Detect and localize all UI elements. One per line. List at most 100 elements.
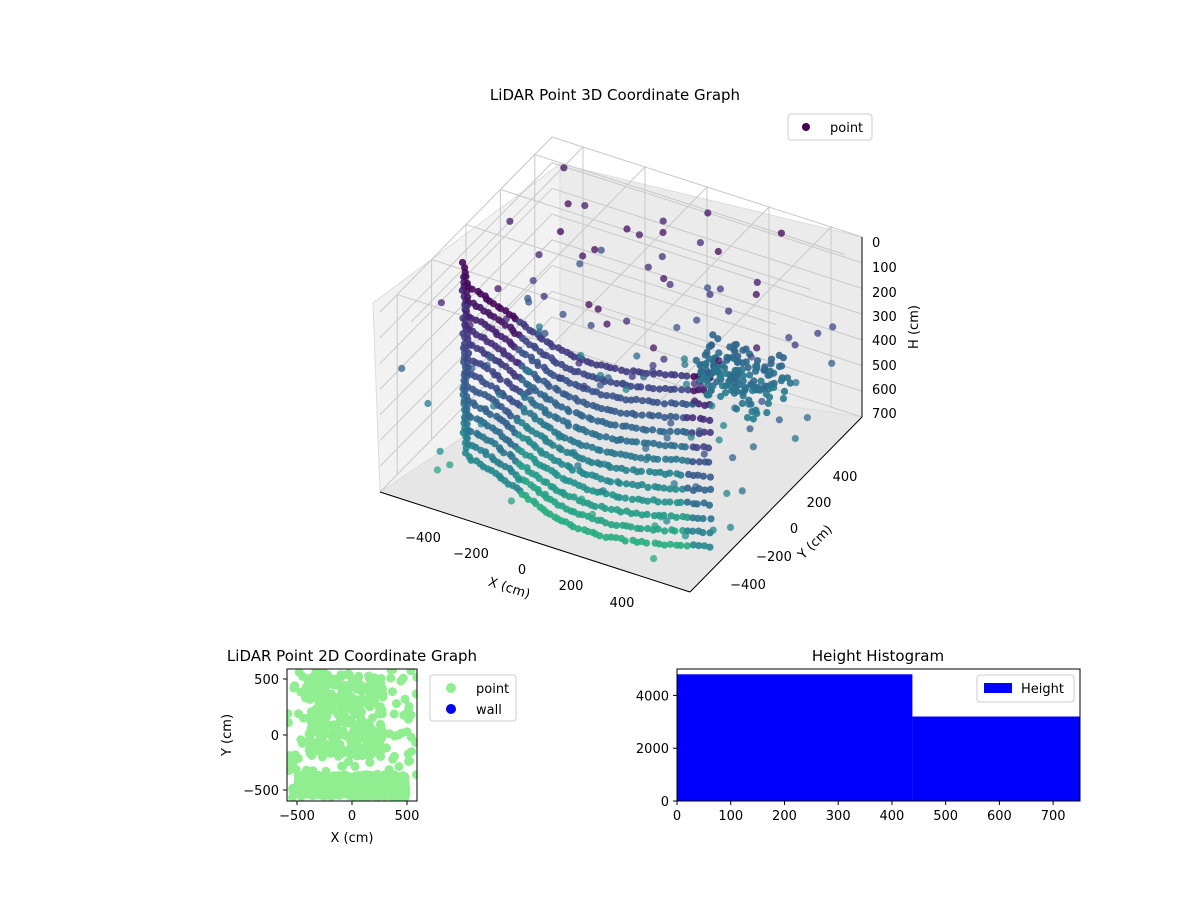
data-point-2d [398, 673, 408, 683]
data-point-2d [389, 751, 399, 761]
x-tick-label: 600 [987, 809, 1012, 824]
data-point-2d [405, 756, 414, 766]
data-point-3d [591, 246, 599, 254]
plot2d-xlabel: X (cm) [331, 831, 374, 846]
data-point-3d [694, 471, 702, 479]
data-point-2d [318, 752, 327, 762]
legend-label-wall: wall [476, 703, 502, 718]
data-point-3d [574, 525, 582, 533]
data-point-3d [606, 463, 615, 471]
data-point-3d [692, 483, 700, 491]
data-point-2d [344, 669, 354, 679]
data-point-3d [770, 369, 778, 377]
data-point-3d [655, 369, 664, 377]
data-point-3d [699, 415, 708, 423]
data-point-3d [554, 386, 562, 394]
data-point-3d [559, 310, 567, 318]
data-point-3d [780, 387, 789, 395]
data-point-3d [588, 510, 597, 518]
data-point-3d [660, 484, 668, 492]
data-point-3d [433, 466, 441, 474]
data-point-3d [631, 453, 639, 461]
data-point-3d [612, 464, 620, 472]
data-point-3d [682, 380, 691, 388]
data-point-3d [446, 461, 454, 469]
data-point-2d [287, 751, 295, 760]
data-point-2d [378, 784, 388, 794]
data-point-3d [436, 447, 444, 455]
data-point-3d [709, 331, 717, 339]
histogram-legend[interactable]: Height [976, 674, 1075, 703]
data-point-3d [558, 460, 566, 468]
z-tick-label: 500 [872, 359, 897, 374]
legend-label-point: point [476, 682, 509, 697]
data-point-3d [660, 541, 669, 549]
data-point-2d [411, 689, 417, 699]
plot3d-legend[interactable]: point [787, 113, 873, 141]
y-tick-label: 2000 [636, 742, 669, 757]
data-point-3d [558, 403, 566, 411]
data-point-3d [482, 451, 490, 459]
data-point-3d [651, 522, 659, 530]
data-point-2d [288, 792, 297, 801]
data-point-2d [386, 781, 396, 791]
data-point-3d [749, 443, 758, 451]
x-tick-label: −400 [405, 531, 441, 546]
data-point-3d [616, 394, 625, 402]
data-point-3d [535, 323, 544, 331]
histogram-ticks: 0 100 200 300 400 500 600 700 0 2000 4000 [636, 689, 1066, 824]
data-point-3d [700, 542, 709, 550]
data-point-3d [752, 290, 760, 299]
data-point-3d [654, 455, 662, 463]
data-point-3d [707, 485, 715, 493]
data-point-2d [330, 693, 340, 703]
data-point-3d [650, 555, 658, 563]
data-point-3d [621, 537, 629, 545]
data-point-3d [661, 442, 669, 450]
data-point-2d [363, 734, 373, 744]
data-point-3d [506, 217, 514, 225]
histogram: Height Histogram 0 100 200 300 400 500 600 7000… [636, 647, 1081, 824]
data-point-3d [549, 343, 557, 351]
x-tick-label: −200 [453, 547, 489, 562]
data-point-2d [305, 748, 315, 758]
plot2d-legend[interactable]: point wall [429, 674, 517, 722]
data-point-3d [779, 354, 788, 362]
data-point-3d [715, 436, 723, 444]
data-point-3d [765, 385, 773, 393]
x-tick-label: −500 [279, 809, 315, 824]
data-point-2d [296, 687, 306, 697]
data-point-3d [707, 341, 716, 349]
data-point-3d [655, 412, 663, 420]
data-point-3d [705, 458, 713, 466]
data-point-3d [607, 478, 615, 486]
histogram-bars [677, 674, 1080, 801]
data-point-2d [367, 724, 377, 734]
z-tick-label: 300 [872, 310, 897, 325]
data-point-3d [642, 456, 650, 464]
data-point-3d [611, 421, 619, 429]
data-point-3d [596, 433, 604, 441]
data-point-2d [368, 713, 378, 723]
data-point-3d [623, 225, 631, 233]
x-tick-label: 0 [673, 809, 681, 824]
data-point-3d [615, 493, 624, 502]
legend-label-height: Height [1021, 682, 1064, 697]
data-point-3d [753, 278, 761, 286]
data-point-2d [354, 741, 364, 751]
data-point-3d [661, 498, 669, 506]
data-point-2d [403, 749, 413, 759]
data-point-2d [386, 790, 396, 800]
data-point-3d [683, 513, 691, 522]
plot2d-title: LiDAR Point 2D Coordinate Graph [227, 647, 477, 665]
y-ticks-3d: −400 −200 0 200 400 [730, 470, 857, 593]
data-point-3d [549, 441, 557, 449]
data-point-3d [655, 540, 663, 548]
data-point-2d [390, 731, 399, 741]
data-point-2d [365, 758, 375, 767]
data-point-3d [622, 396, 630, 404]
data-point-3d [666, 498, 674, 506]
data-point-3d [703, 348, 711, 356]
x-tick-label: 400 [880, 809, 905, 824]
data-point-3d [507, 497, 515, 505]
